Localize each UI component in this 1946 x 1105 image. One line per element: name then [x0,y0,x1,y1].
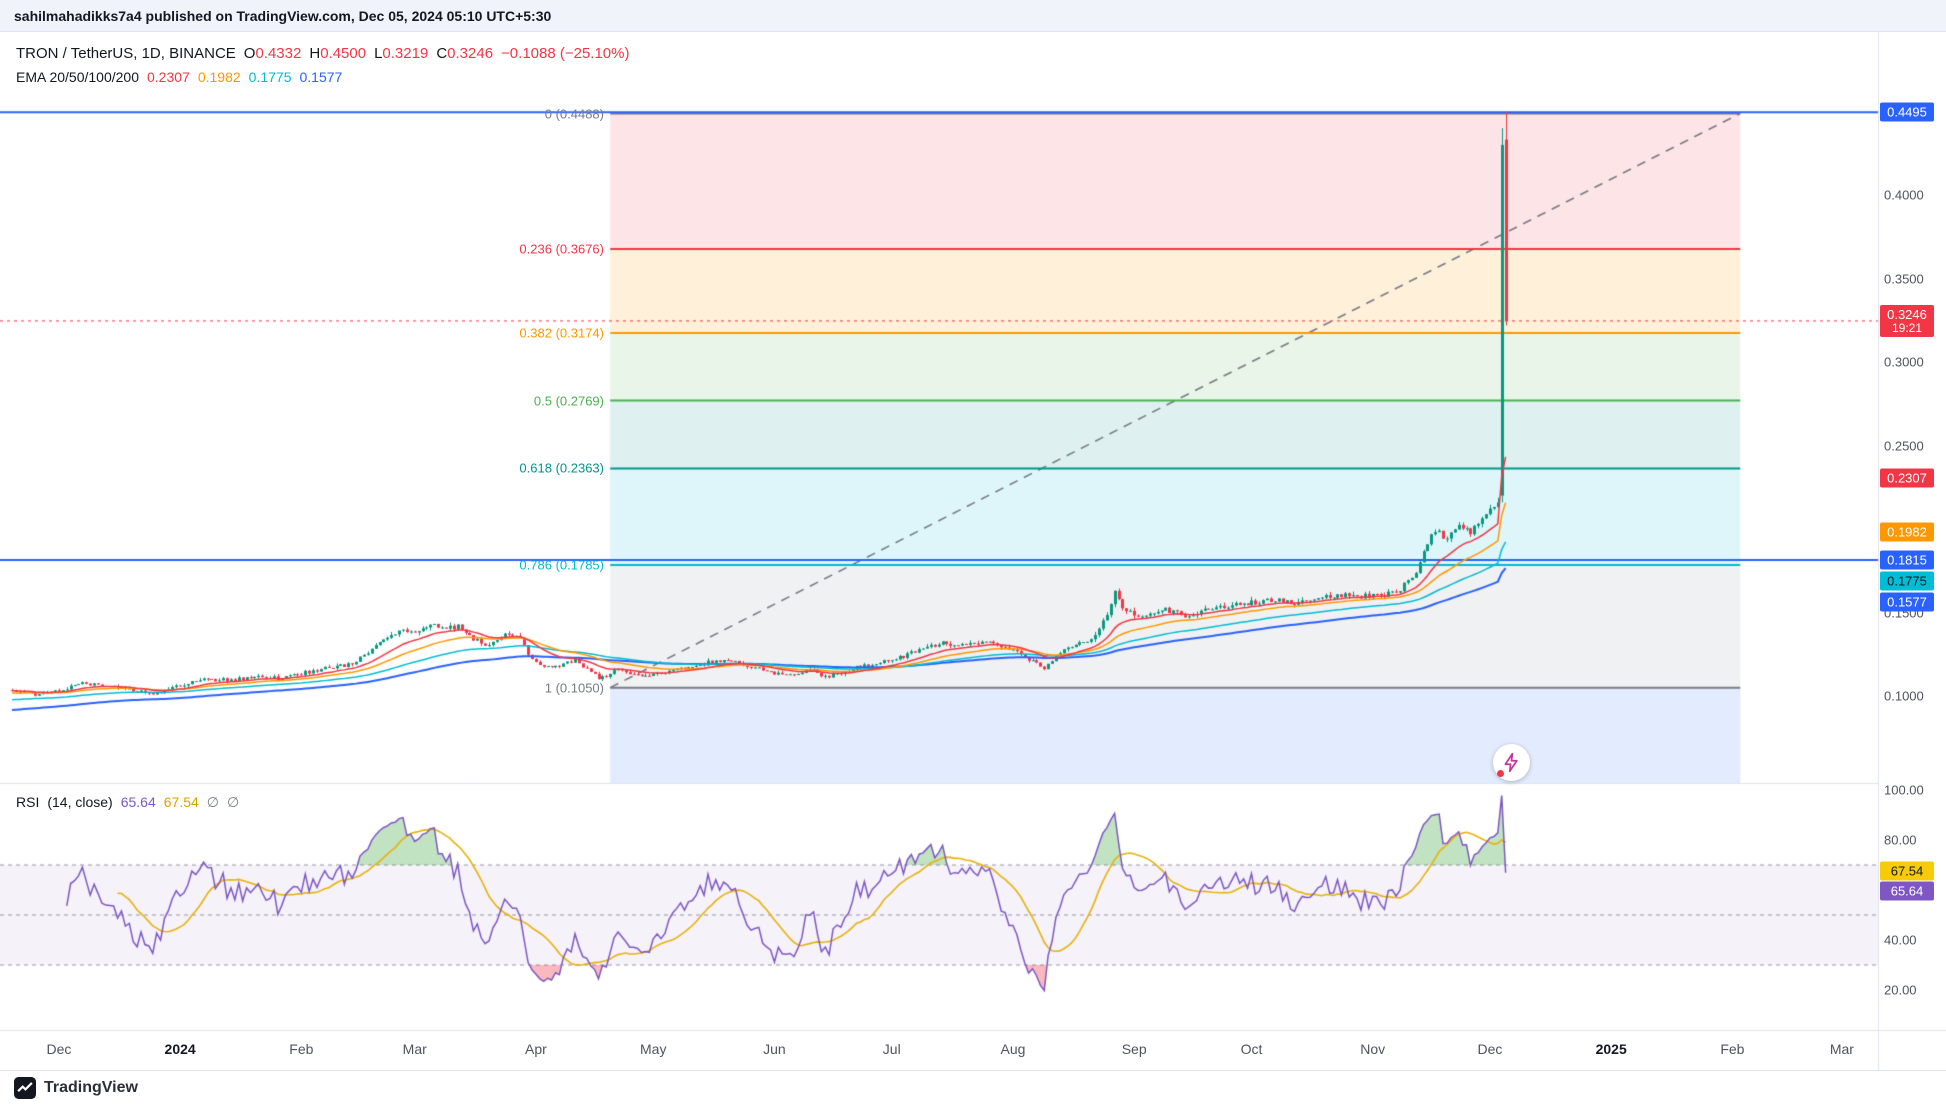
rsi-title[interactable]: RSI [16,794,40,810]
symbol-legend: TRON / TetherUS, 1D, BINANCE O 0.4332 H 0.… [16,45,629,62]
notification-dot [1497,770,1504,777]
open-label: O [243,45,256,62]
ema200-value: 0.1577 [299,69,343,85]
high-value: 0.4500 [320,45,367,62]
ema-legend: EMA 20/50/100/200 0.2307 0.1982 0.1775 0… [16,69,342,85]
rsi-empty-value-1: ∅ [206,794,219,810]
publish-info-text: sahilmahadikks7a4 published on TradingVi… [14,7,552,24]
symbol-title[interactable]: TRON / TetherUS, 1D, BINANCE [16,45,236,62]
ema50-value: 0.1982 [197,69,241,85]
open-value: 0.4332 [255,45,302,62]
close-value: 0.3246 [447,45,494,62]
change-value: −0.1088 (−25.10%) [501,45,630,62]
close-field: C 0.3246 [436,45,493,62]
high-label: H [309,45,321,62]
high-field: H 0.4500 [309,45,366,62]
chart-canvas[interactable] [0,32,1946,1070]
rsi-params: (14, close) [47,794,113,810]
low-label: L [374,45,383,62]
ema-title[interactable]: EMA 20/50/100/200 [16,69,139,85]
open-field: O 0.4332 [244,45,302,62]
rsi-value: 65.64 [120,794,156,810]
rsi-empty-value-2: ∅ [227,794,240,810]
tradingview-logo-icon[interactable] [14,1077,36,1099]
flash-reaction-button[interactable] [1493,744,1530,781]
lightning-bolt-icon [1501,752,1522,773]
rsi-legend: RSI (14, close) 65.64 67.54 ∅ ∅ [16,794,239,811]
rsi-ma-value: 67.54 [163,794,199,810]
publish-info-bar: sahilmahadikks7a4 published on TradingVi… [0,0,1946,32]
ema100-value: 0.1775 [248,69,292,85]
ema20-value: 0.2307 [147,69,190,85]
close-label: C [436,45,448,62]
footer-bar: TradingView [0,1070,1946,1105]
low-field: L 0.3219 [374,45,428,62]
tradingview-brand[interactable]: TradingView [44,1079,138,1096]
low-value: 0.3219 [382,45,429,62]
